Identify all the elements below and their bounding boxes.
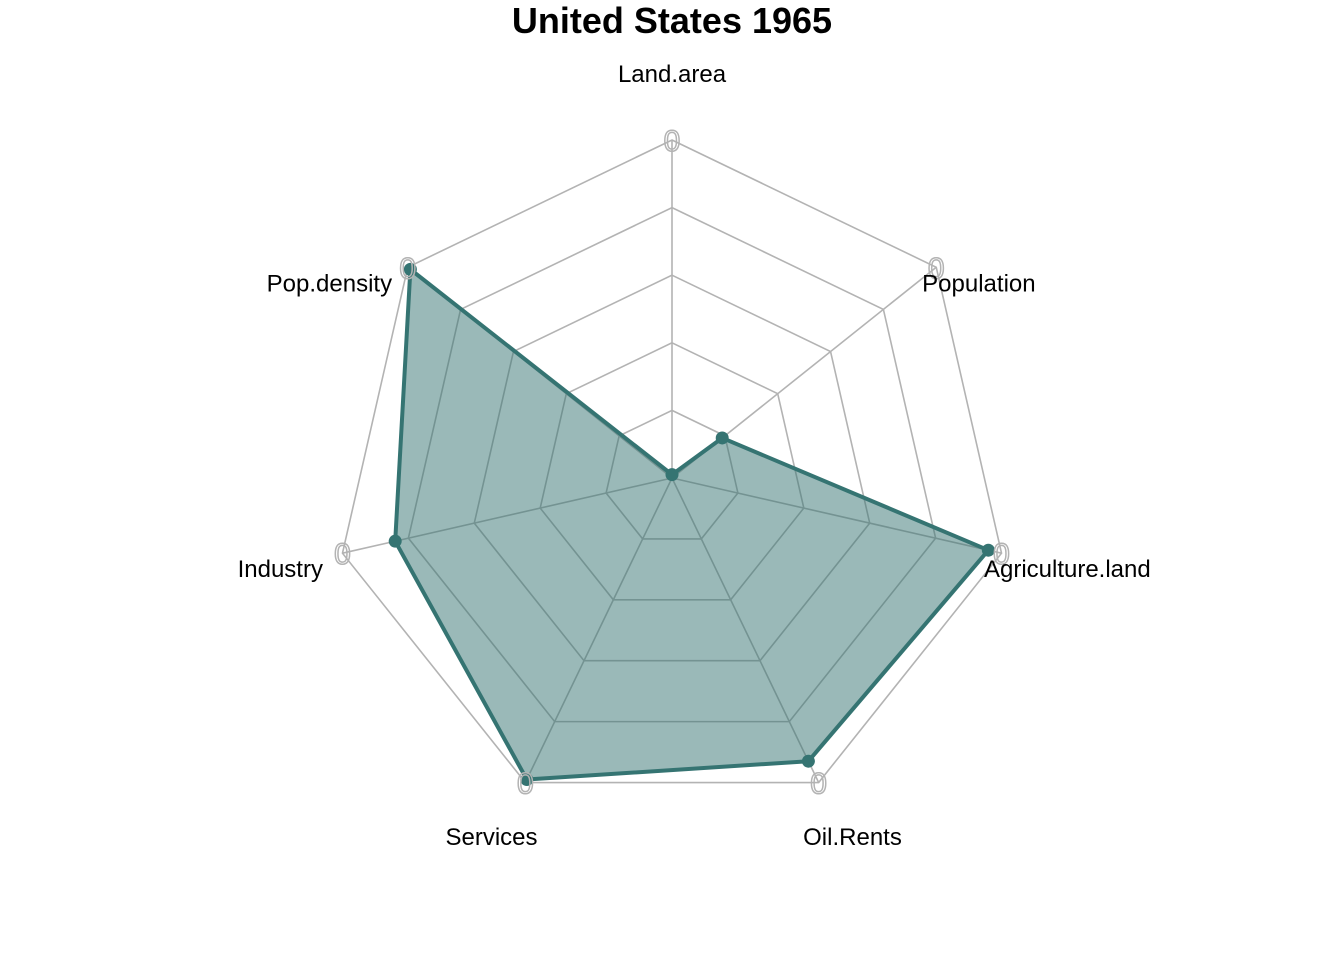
axis-label-population: Population [922,270,1035,297]
point-pop-density [403,262,417,276]
point-land-area [665,468,679,482]
point-services [520,772,534,786]
chart-title: United States 1965 [512,0,832,41]
point-agriculture-land [981,543,995,557]
axis-label-pop-density: Pop.density [267,270,392,297]
radar-series [388,262,995,786]
point-population [715,431,729,445]
tick-label-agriculture-land: 0 [993,538,1010,571]
point-industry [388,534,402,548]
tick-label-land-area: 0 [664,125,681,158]
grid-ring-5 [341,139,1003,784]
radar-axis-labels: 0 0 0 0 0 0 0 Land.area Population Agriculture.la… [238,61,1151,851]
tick-label-oil-rents: 0 [810,768,827,801]
axis-label-agriculture-land: Agriculture.land [984,556,1151,583]
tick-label-services: 0 [517,768,534,801]
axis-label-services: Services [445,824,537,851]
axis-label-industry: Industry [238,556,323,583]
series-area [393,267,991,782]
point-oil-rents [801,754,815,768]
axis-label-oil-rents: Oil.Rents [803,824,902,851]
tick-label-industry: 0 [334,538,351,571]
axis-label-land-area: Land.area [618,61,727,88]
tick-label-pop-density: 0 [399,252,416,285]
tick-label-population: 0 [928,252,945,285]
